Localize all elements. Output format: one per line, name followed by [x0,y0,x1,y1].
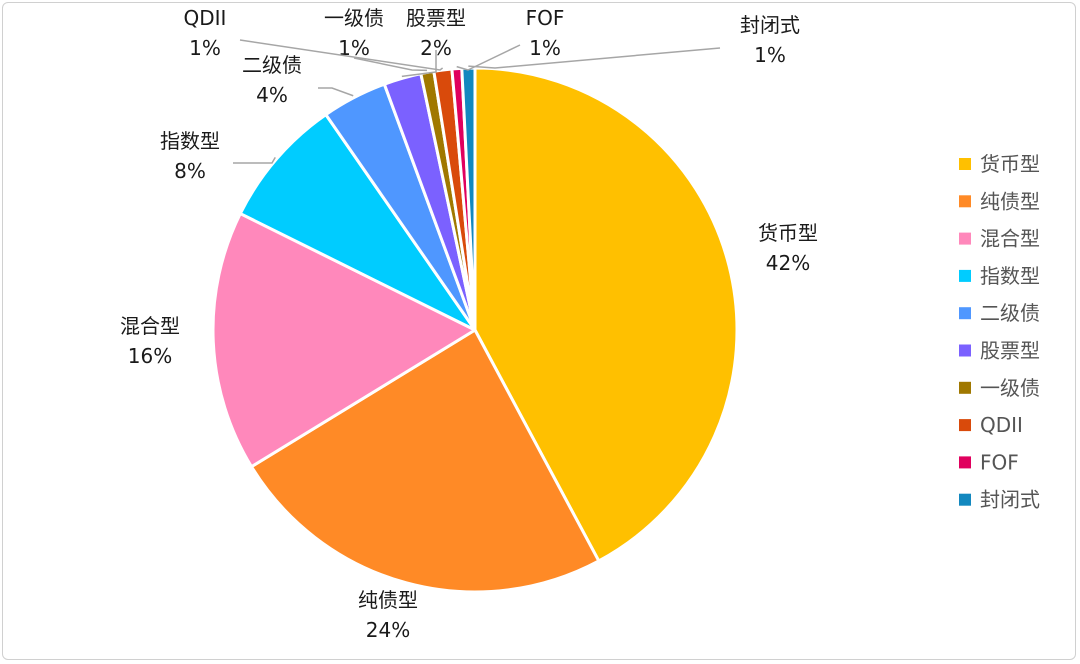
legend-swatch-4 [959,307,971,320]
legend-swatch-2 [959,232,971,245]
legend-label-6: 一级债 [980,376,1040,400]
leader-line-3 [233,156,276,164]
legend-label-4: 二级债 [980,301,1040,325]
slice-label-6: 一级债 [324,6,384,30]
pie-slices [211,66,739,594]
leader-line-4 [318,87,354,97]
slice-percent-4: 4% [256,83,288,107]
legend-swatch-0 [959,158,971,170]
legend-label-8: FOF [980,450,1019,474]
legend-swatch-8 [959,456,971,469]
slice-percent-9: 1% [754,43,786,67]
slice-percent-2: 16% [128,344,172,368]
slice-label-7: QDII [184,6,227,30]
slice-label-8: FOF [526,6,565,30]
pie-slice-3 [238,113,477,332]
legend-label-2: 混合型 [980,227,1040,251]
legend-swatch-5 [959,344,971,357]
leader-line-9 [468,47,721,69]
legend-label-5: 股票型 [980,339,1040,363]
leader-line-7 [239,39,444,71]
slice-label-9: 封闭式 [740,13,800,37]
legend-label-1: 纯债型 [980,189,1040,213]
slice-label-1: 纯债型 [358,588,418,612]
pie-slice-0 [473,66,739,563]
slice-percent-8: 1% [529,36,561,60]
pie-slice-1 [249,328,601,594]
slice-label-4: 二级债 [242,53,302,77]
pie-slice-2 [211,212,477,469]
legend-label-9: 封闭式 [980,488,1040,512]
slice-percent-1: 24% [366,618,410,642]
legend-swatch-6 [959,381,971,394]
legend-swatch-9 [959,493,971,506]
legend-swatch-1 [959,195,971,208]
slice-percent-0: 42% [766,251,810,275]
legend-label-3: 指数型 [980,264,1040,288]
legend-swatch-3 [959,269,971,282]
slice-label-2: 混合型 [120,314,180,338]
leader-line-5 [401,50,437,78]
legend-label-7: QDII [980,413,1023,437]
slice-percent-5: 2% [420,36,452,60]
leader-line-8 [456,44,521,71]
slice-label-3: 指数型 [160,129,220,153]
slice-label-5: 股票型 [406,6,466,30]
slice-label-0: 货币型 [758,221,818,245]
leader-line-6 [353,57,427,72]
slice-percent-3: 8% [174,159,206,183]
legend-swatch-7 [959,419,971,432]
slice-percent-7: 1% [189,36,221,60]
legend-label-0: 货币型 [980,152,1040,176]
data-labels: 货币型 42% 纯债型 24% 混合型 16% 指数型 8% 二级债 4% 股票型 2% 一级债 1% QD… [120,6,818,642]
